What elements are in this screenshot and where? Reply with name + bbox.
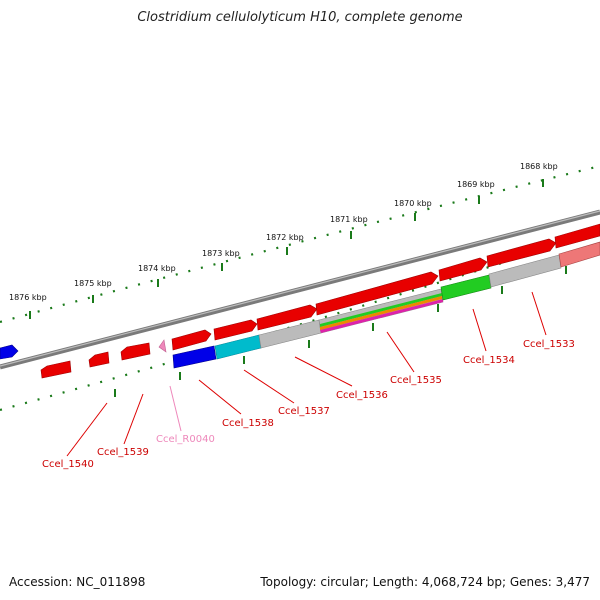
ruler-label-1875: 1875 kbp [74, 279, 112, 288]
cds-arrow-blue[interactable] [0, 344, 19, 360]
rna-feature[interactable] [158, 339, 167, 353]
ruler-label-1876: 1876 kbp [9, 293, 47, 302]
ruler-label-1868: 1868 kbp [520, 162, 558, 171]
cds-arrow[interactable] [256, 304, 318, 331]
gene-label[interactable]: Ccel_1534 [463, 355, 515, 366]
reverse-strand-features[interactable] [40, 241, 600, 379]
ruler-label-1871: 1871 kbp [330, 215, 368, 224]
gene-label[interactable]: Ccel_1535 [390, 375, 442, 386]
ruler-label-1869: 1869 kbp [457, 180, 495, 189]
inner-ruler-major-ticks [114, 266, 567, 397]
cds-stripe-orange [320, 296, 442, 330]
cds-arrow[interactable] [171, 329, 212, 351]
cds-arrow[interactable] [213, 319, 258, 341]
gene-label[interactable]: Ccel_1533 [523, 339, 575, 350]
cds-stripe-green [320, 293, 442, 327]
ruler-label-1873: 1873 kbp [202, 249, 240, 258]
cds-bar-gray[interactable] [488, 254, 562, 288]
outer-ruler-arc [0, 164, 600, 324]
cds-arrow[interactable] [88, 351, 110, 368]
forward-strand-features[interactable] [0, 223, 600, 360]
ruler-label-1874: 1874 kbp [138, 264, 176, 273]
cds-arrow[interactable] [120, 342, 151, 361]
gene-label[interactable]: Ccel_1538 [222, 418, 274, 429]
cds-arrow[interactable] [315, 271, 439, 316]
cds-stripe-magenta [320, 299, 443, 333]
cds-bar-green[interactable] [440, 274, 492, 301]
genome-backbone [0, 209, 600, 370]
gene-label[interactable]: Ccel_1536 [336, 390, 388, 401]
map-title: Clostridium cellulolyticum H10, complete… [137, 10, 463, 25]
outer-ruler-major-ticks [29, 179, 544, 319]
label-leader-lines [66, 291, 547, 457]
cds-arrow[interactable] [40, 360, 72, 379]
gene-label-rna[interactable]: Ccel_R0040 [156, 434, 215, 445]
accession-text: Accession: NC_011898 [9, 575, 146, 589]
ruler-label-1870: 1870 kbp [394, 199, 432, 208]
cds-bar-blue[interactable] [172, 345, 217, 369]
cds-arrow[interactable] [486, 238, 557, 268]
gene-label[interactable]: Ccel_1539 [97, 447, 149, 458]
ruler-label-1872: 1872 kbp [266, 233, 304, 242]
cds-bar-pink[interactable] [558, 241, 600, 268]
genome-summary-text: Topology: circular; Length: 4,068,724 bp… [260, 575, 590, 589]
genome-backbone-highlight [0, 210, 600, 367]
gene-label[interactable]: Ccel_1540 [42, 459, 94, 470]
cds-arrow[interactable] [554, 223, 600, 249]
gene-label[interactable]: Ccel_1537 [278, 406, 330, 417]
cds-arrow[interactable] [438, 257, 488, 282]
